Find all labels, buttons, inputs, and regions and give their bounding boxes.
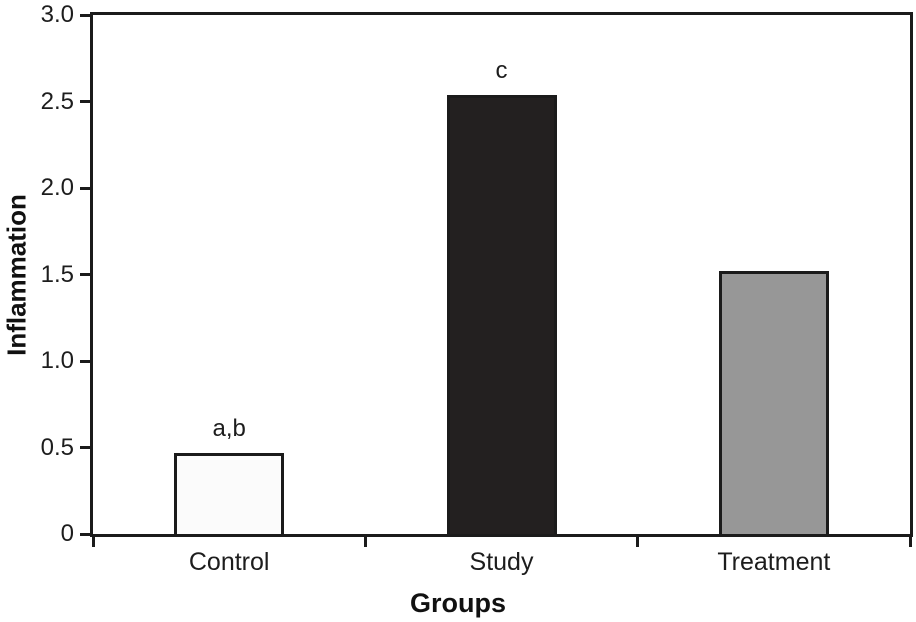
x-tick — [91, 534, 95, 547]
y-tick — [80, 13, 90, 17]
y-tick — [80, 532, 90, 536]
x-tick — [363, 534, 367, 547]
bar-annotation-study: c — [495, 57, 508, 84]
x-axis-title: Groups — [409, 588, 507, 618]
y-tick — [80, 100, 90, 103]
y-tick-label: 1.5 — [40, 260, 74, 288]
y-tick-label: 2.5 — [40, 87, 74, 115]
y-tick-label: 0 — [60, 520, 74, 547]
category-label-control: Control — [188, 548, 270, 576]
bar-annotation-control: a,b — [212, 415, 246, 442]
y-tick-label: 0.5 — [40, 433, 74, 461]
bar-study — [446, 95, 557, 537]
y-tick — [80, 359, 90, 363]
y-tick-label: 2.0 — [40, 174, 74, 201]
y-tick — [80, 273, 90, 276]
y-tick-label: 1.0 — [40, 347, 74, 374]
plot-area: 0 0.5 1.0 1.5 2.0 2.5 3.0 a,b c — [41, 3, 913, 547]
y-tick-label: 3.0 — [40, 1, 74, 28]
x-tick — [636, 534, 640, 547]
y-tick — [80, 446, 90, 449]
x-tick — [908, 534, 912, 547]
bar-treatment — [718, 271, 829, 537]
bar-control — [174, 453, 285, 537]
category-label-treatment: Treatment — [717, 548, 831, 576]
category-label-study: Study — [469, 548, 534, 576]
y-tick — [80, 186, 90, 190]
